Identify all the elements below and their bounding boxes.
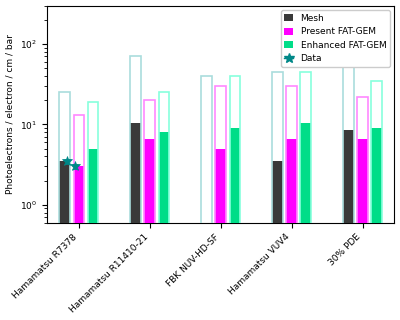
Bar <box>343 130 354 320</box>
Bar <box>272 72 283 320</box>
Bar <box>130 123 141 320</box>
Bar <box>59 92 70 320</box>
Bar <box>74 115 84 320</box>
Bar <box>130 56 141 320</box>
Bar <box>144 140 155 320</box>
Bar <box>300 123 311 320</box>
Bar <box>201 76 212 320</box>
Bar <box>144 100 155 320</box>
Bar <box>230 76 240 320</box>
Bar <box>286 140 297 320</box>
Bar <box>230 128 240 320</box>
Bar <box>88 148 98 320</box>
Bar <box>286 86 297 320</box>
Bar <box>215 148 226 320</box>
Bar <box>74 166 84 320</box>
Bar <box>357 140 368 320</box>
Bar <box>159 132 169 320</box>
Bar <box>343 62 354 320</box>
Bar <box>215 86 226 320</box>
Bar <box>300 72 311 320</box>
Bar <box>88 102 98 320</box>
Bar <box>159 92 169 320</box>
Bar <box>272 161 283 320</box>
Bar <box>357 97 368 320</box>
Bar <box>371 128 382 320</box>
Bar <box>371 81 382 320</box>
Y-axis label: Photoelectrons / electron / cm / bar: Photoelectrons / electron / cm / bar <box>6 34 14 194</box>
Legend: Mesh, Present FAT-GEM, Enhanced FAT-GEM, Data: Mesh, Present FAT-GEM, Enhanced FAT-GEM,… <box>281 10 390 67</box>
Bar <box>59 161 70 320</box>
